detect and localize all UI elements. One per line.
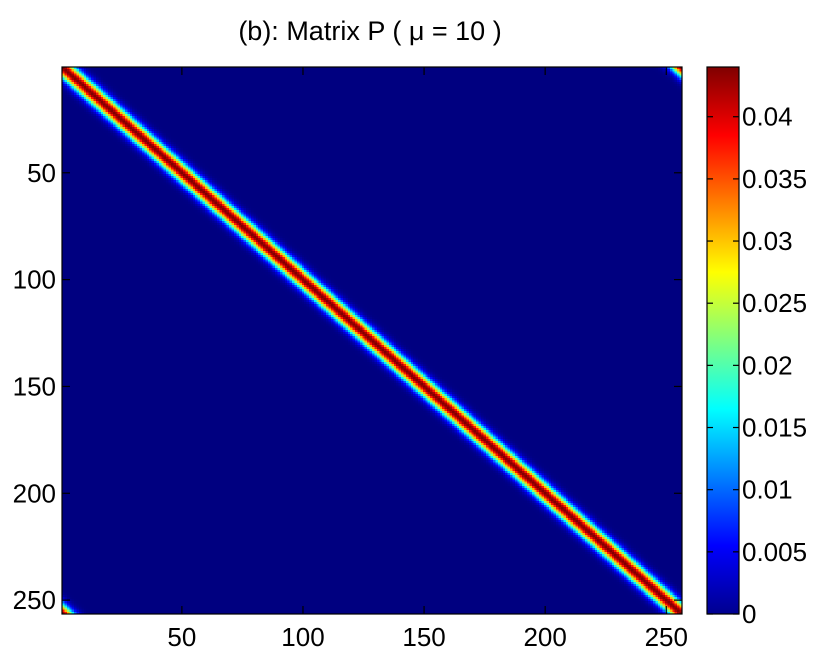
chart-title: (b): Matrix P ( μ = 10 ) bbox=[238, 16, 501, 46]
x-tick-label: 200 bbox=[523, 622, 566, 650]
x-tick-label: 50 bbox=[167, 622, 196, 650]
y-tick-label: 200 bbox=[13, 478, 56, 508]
colorbar-tick-label: 0.015 bbox=[742, 413, 807, 443]
heatmap-image bbox=[62, 67, 682, 614]
colorbar bbox=[706, 66, 740, 615]
heatmap-plot-area bbox=[62, 67, 682, 614]
x-tick-label: 150 bbox=[402, 622, 445, 650]
x-tick-label: 250 bbox=[645, 622, 688, 650]
y-axis: 50 100 150 200 250 bbox=[13, 158, 682, 615]
colorbar-tick-label: 0.025 bbox=[742, 288, 807, 318]
colorbar-tick-label: 0.03 bbox=[742, 226, 793, 256]
colorbar-tick-label: 0.035 bbox=[742, 164, 807, 194]
x-axis: 50 100 150 200 250 bbox=[167, 67, 688, 652]
y-tick-label: 250 bbox=[13, 585, 56, 615]
y-tick-label: 50 bbox=[27, 158, 56, 188]
colorbar-tick-label: 0.005 bbox=[742, 537, 807, 567]
colorbar-tick-label: 0.04 bbox=[742, 102, 793, 132]
y-tick-label: 150 bbox=[13, 371, 56, 401]
colorbar-tick-label: 0 bbox=[742, 599, 756, 629]
colorbar-axis: 0 0.005 0.01 0.015 0.02 0.025 0.03 0.035 0.04 bbox=[707, 102, 807, 629]
plot-frame bbox=[61, 66, 683, 615]
colorbar-tick-label: 0.02 bbox=[742, 350, 793, 380]
x-tick-label: 100 bbox=[281, 622, 324, 650]
y-tick-label: 100 bbox=[13, 265, 56, 295]
colorbar-tick-label: 0.01 bbox=[742, 475, 793, 505]
